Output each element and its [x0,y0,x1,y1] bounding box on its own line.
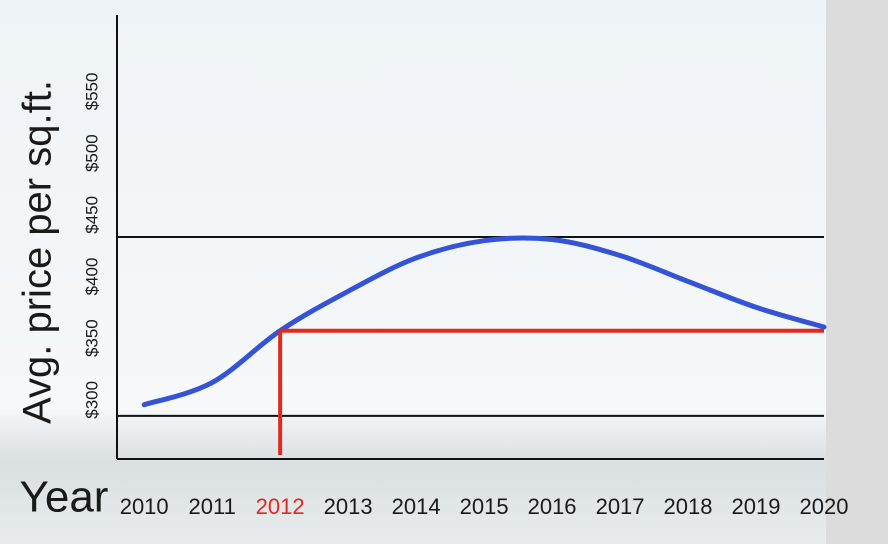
x-tick-label: 2019 [732,494,781,519]
y-tick-label: $400 [82,258,101,296]
x-tick-label: 2010 [120,494,169,519]
x-tick-label: 2017 [596,494,645,519]
x-tick-label: 2012 [256,494,305,519]
x-tick-label: 2018 [664,494,713,519]
y-tick-label: $500 [82,134,101,172]
x-tick-label: 2014 [392,494,441,519]
x-tick-label: 2020 [800,494,849,519]
x-tick-label: 2013 [324,494,373,519]
line [141,235,827,408]
y-axis-label: Avg. price per sq.ft. [16,80,60,424]
x-tick-label: 2016 [528,494,577,519]
x-tick-label: 2015 [460,494,509,519]
y-tick-label: $300 [82,381,101,419]
x-axis-label: Year [20,473,109,522]
y-tick-label: $450 [82,196,101,234]
side-panel [826,0,888,544]
x-tick-label: 2011 [189,494,236,519]
y-tick-label: $350 [82,319,101,357]
y-tick-label: $550 [82,73,101,111]
